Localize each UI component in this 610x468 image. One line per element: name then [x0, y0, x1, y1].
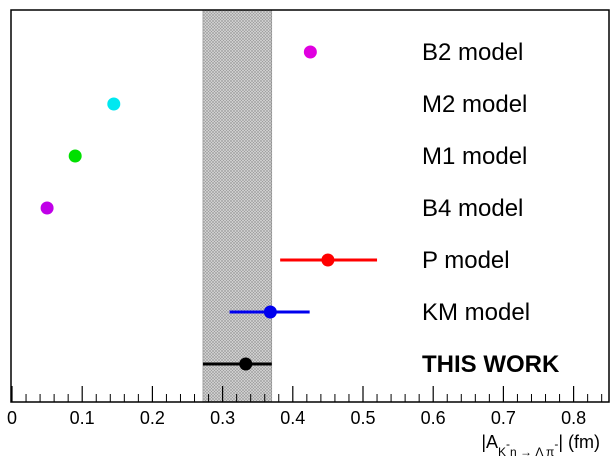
uncertainty-band: [202, 9, 273, 403]
x-tick-label: 0.2: [140, 408, 165, 428]
row-label: B4 model: [422, 195, 523, 222]
x-tick-label: 0.8: [561, 408, 586, 428]
x-axis-title-sup: -: [506, 437, 510, 451]
row-label: P model: [422, 247, 510, 274]
x-axis-title-suffix: | (fm): [558, 432, 600, 452]
x-axis-title-sub: K: [498, 445, 506, 459]
x-tick-label: 0.7: [491, 408, 516, 428]
x-tick-label: 0.5: [350, 408, 375, 428]
x-tick-label: 0: [7, 408, 17, 428]
row-label: THIS WORK: [422, 351, 560, 378]
data-point: [239, 357, 253, 371]
plot-frame: [10, 9, 610, 403]
data-point: [107, 97, 121, 111]
row-label: M1 model: [422, 143, 527, 170]
x-axis-title-prefix: |A: [481, 432, 498, 452]
data-point: [40, 201, 54, 215]
x-axis-title: |AK-n → Λ π-| (fm): [481, 432, 600, 459]
x-axis-title-sup2: -: [554, 437, 558, 451]
data-point: [68, 149, 82, 163]
row-label: B2 model: [422, 39, 523, 66]
x-axis-title-sub-rest: n → Λ π: [510, 445, 554, 459]
row-label: M2 model: [422, 91, 527, 118]
x-tick-label: 0.3: [210, 408, 235, 428]
data-point: [321, 253, 335, 267]
data-point: [263, 305, 277, 319]
data-point: [303, 45, 317, 59]
x-tick-label: 0.1: [70, 408, 95, 428]
row-label: KM model: [422, 299, 530, 326]
x-tick-label: 0.6: [421, 408, 446, 428]
x-tick-label: 0.4: [280, 408, 305, 428]
